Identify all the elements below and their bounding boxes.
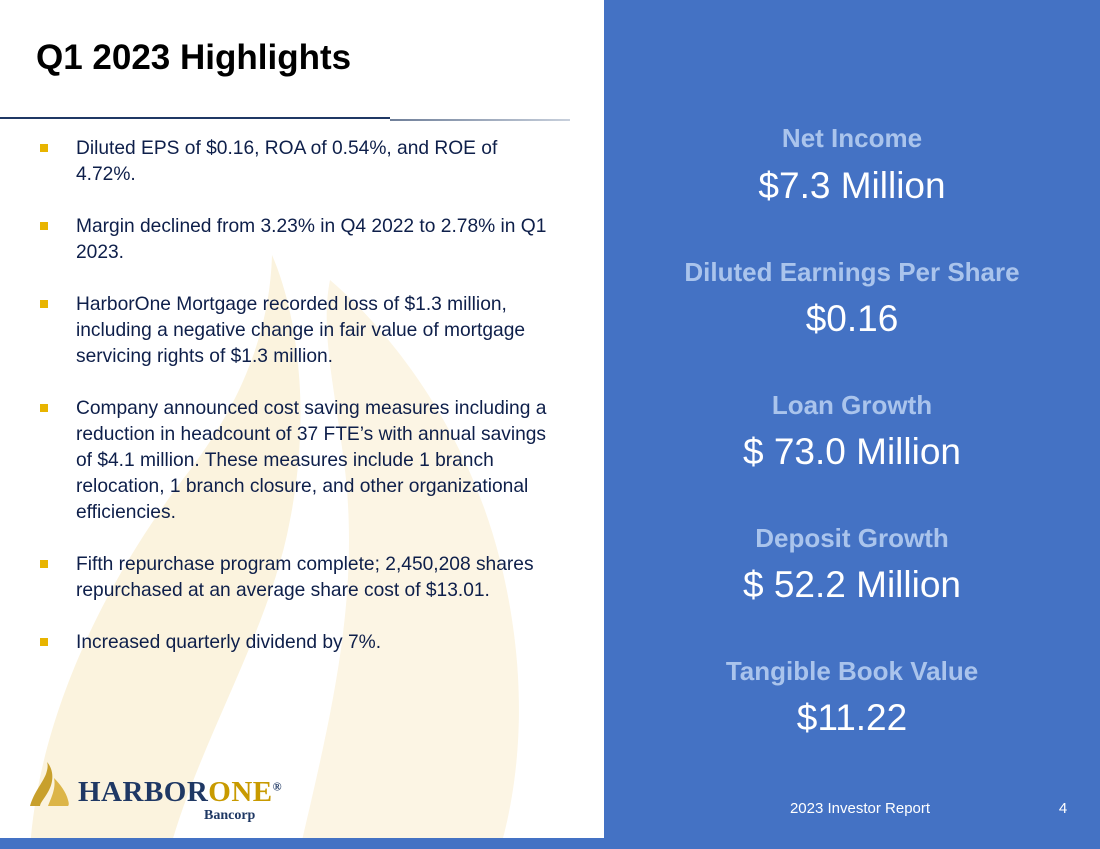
list-item: Fifth repurchase program complete; 2,450…	[40, 552, 560, 604]
harborone-flame-icon	[30, 762, 69, 806]
bullet-text: Fifth repurchase program complete; 2,450…	[76, 554, 534, 601]
watermark-flame-right	[300, 280, 519, 849]
bullet-square-icon	[40, 222, 48, 230]
metric-label-net-income: Net Income	[781, 123, 923, 153]
metric-label-diluted-eps: Diluted Earnings Per Share	[684, 257, 1020, 287]
metric-value-loan-growth: $ 73.0 Million	[742, 431, 961, 472]
bullet-square-icon	[40, 300, 48, 308]
highlights-list: Diluted EPS of $0.16, ROA of 0.54%, and …	[40, 136, 560, 682]
logo-wordmark: HARBORONE®	[78, 776, 282, 809]
logo-subtitle: Bancorp	[204, 808, 256, 823]
logo-registered-mark: ®	[272, 779, 283, 794]
list-item: Diluted EPS of $0.16, ROA of 0.54%, and …	[40, 136, 560, 188]
page-number: 4	[1058, 800, 1068, 817]
bullet-text: Diluted EPS of $0.16, ROA of 0.54%, and …	[76, 138, 498, 185]
bullet-square-icon	[40, 560, 48, 568]
bottom-strip	[0, 838, 1100, 849]
bullet-text: Increased quarterly dividend by 7%.	[76, 632, 382, 653]
list-item: Margin declined from 3.23% in Q4 2022 to…	[40, 214, 560, 266]
watermark-flame-left	[30, 255, 301, 849]
bullet-text: Company announced cost saving measures i…	[76, 398, 547, 523]
list-item: Company announced cost saving measures i…	[40, 396, 560, 526]
list-item: HarborOne Mortgage recorded loss of $1.3…	[40, 292, 560, 370]
footer-report-title: 2023 Investor Report	[789, 800, 931, 817]
bullet-square-icon	[40, 638, 48, 646]
title-divider	[0, 117, 390, 119]
metric-value-net-income: $7.3 Million	[758, 165, 946, 206]
logo-word-harbor: HARBOR	[78, 776, 209, 808]
metric-label-loan-growth: Loan Growth	[771, 390, 933, 420]
list-item: Increased quarterly dividend by 7%.	[40, 630, 560, 656]
metric-label-tangible-book-value: Tangible Book Value	[725, 656, 979, 686]
bullet-text: HarborOne Mortgage recorded loss of $1.3…	[76, 294, 526, 367]
page-title: Q1 2023 Highlights	[36, 38, 352, 77]
left-panel: Q1 2023 Highlights Diluted EPS of $0.16,…	[0, 38, 570, 849]
flame-watermark	[30, 255, 519, 849]
logo-word-one: ONE	[208, 776, 273, 808]
metric-value-deposit-growth: $ 52.2 Million	[742, 564, 961, 605]
metric-label-deposit-growth: Deposit Growth	[755, 523, 949, 553]
harborone-logo: HARBORONE® Bancorp	[28, 762, 288, 826]
metric-value-tangible-book-value: $11.22	[796, 697, 908, 738]
title-divider-fade	[390, 119, 570, 121]
bullet-text: Margin declined from 3.23% in Q4 2022 to…	[76, 216, 547, 263]
bullet-square-icon	[40, 144, 48, 152]
metric-value-diluted-eps: $0.16	[805, 298, 899, 339]
bullet-square-icon	[40, 404, 48, 412]
metrics-panel	[604, 0, 1100, 838]
